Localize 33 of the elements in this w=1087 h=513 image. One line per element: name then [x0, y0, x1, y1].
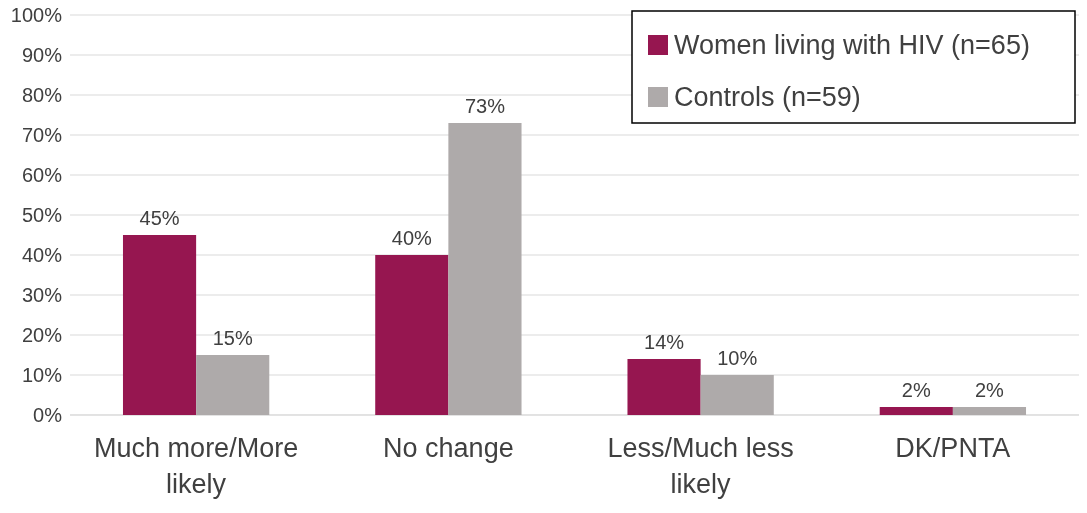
x-tick-label: Less/Much less likely — [607, 433, 794, 499]
y-tick-label: 100% — [10, 4, 63, 26]
bar — [196, 355, 270, 415]
y-tick-label: 50% — [21, 204, 63, 226]
y-tick-label: 60% — [21, 164, 63, 186]
legend-label: Women living with HIV (n=65) — [674, 30, 1030, 61]
data-label: 10% — [717, 347, 758, 369]
data-label: 2% — [901, 379, 931, 401]
y-tick-label: 90% — [21, 44, 63, 66]
y-tick-label: 40% — [21, 244, 63, 266]
y-tick-label: 20% — [21, 324, 63, 346]
y-tick-label: 0% — [33, 404, 63, 426]
x-tick-label: DK/PNTA — [895, 433, 1011, 463]
data-label: 14% — [644, 331, 685, 353]
bar — [952, 407, 1027, 415]
x-tick-label: Much more/More likely — [94, 433, 299, 499]
bar — [375, 255, 449, 415]
bar — [627, 359, 701, 415]
data-label: 15% — [212, 327, 253, 349]
bar — [448, 123, 522, 415]
y-tick-label: 10% — [21, 364, 63, 386]
bar — [700, 375, 774, 415]
data-label: 2% — [975, 379, 1005, 401]
data-label: 40% — [391, 227, 433, 249]
bar — [122, 235, 197, 415]
y-tick-label: 70% — [21, 124, 63, 146]
y-tick-label: 80% — [21, 84, 63, 106]
bar — [879, 407, 953, 415]
data-label: 45% — [139, 207, 180, 229]
data-label: 73% — [464, 95, 506, 117]
legend-label: Controls (n=59) — [674, 82, 861, 113]
y-tick-label: 30% — [21, 284, 63, 306]
x-tick-label: No change — [383, 433, 514, 463]
